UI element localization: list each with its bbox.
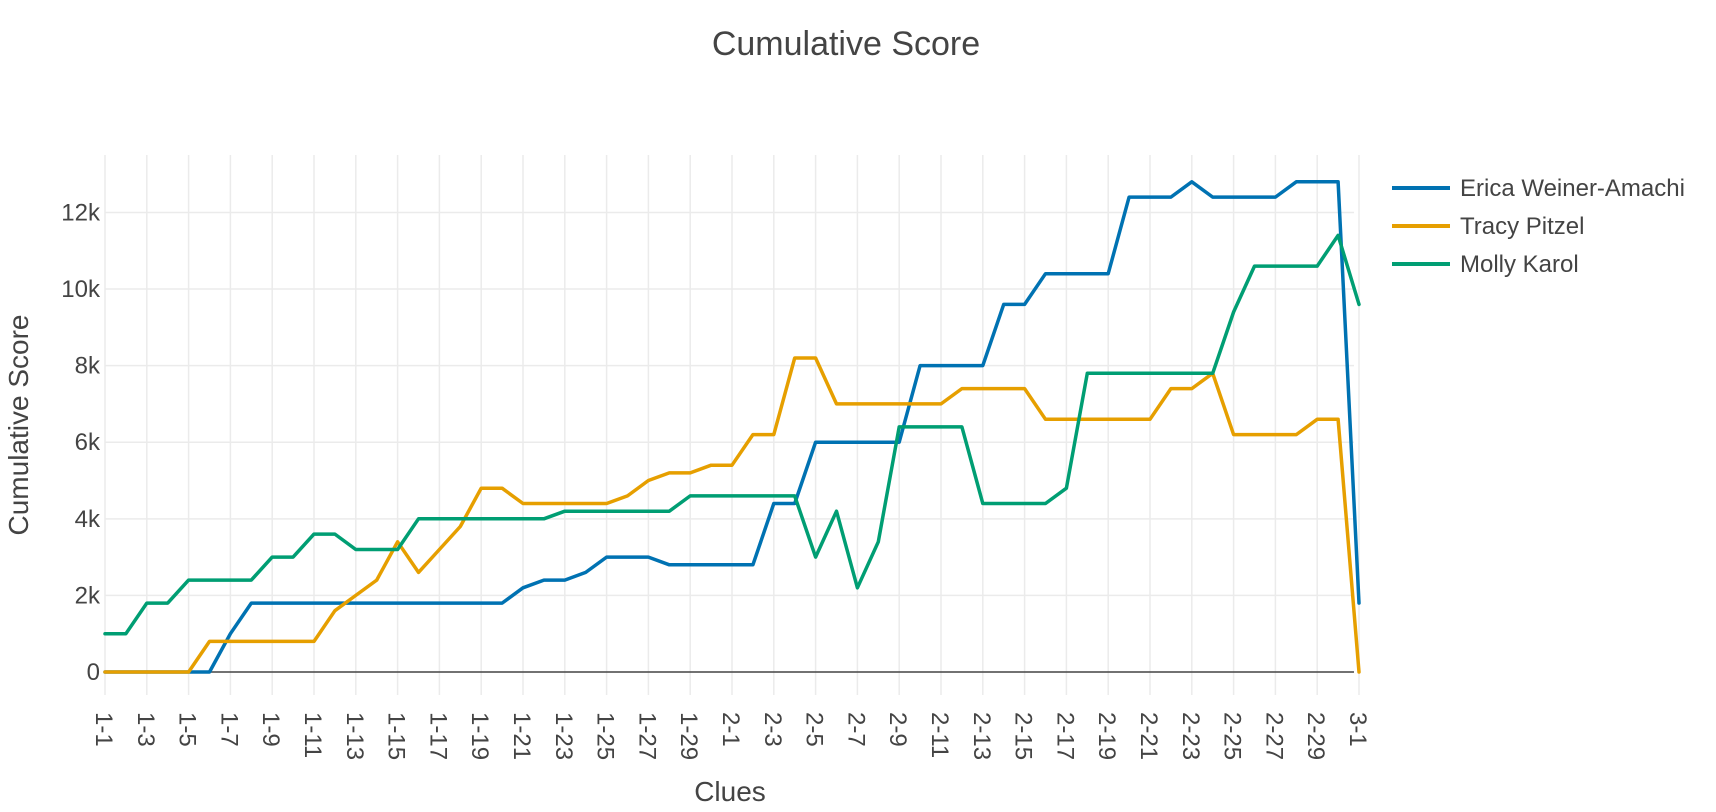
y-tick-label: 4k [75, 506, 101, 533]
x-tick-label: 2-29 [1302, 712, 1329, 760]
x-tick-label: 1-29 [675, 712, 702, 760]
grid [104, 155, 1360, 695]
x-tick-label: 2-9 [884, 712, 911, 747]
x-tick-label: 1-7 [215, 712, 242, 747]
legend-item-0[interactable]: Erica Weiner-Amachi [1392, 175, 1685, 202]
series-line-0 [103, 180, 1361, 674]
y-tick-label: 0 [87, 659, 100, 686]
x-tick-label: 2-21 [1135, 712, 1162, 760]
x-tick-label: 2-19 [1093, 712, 1120, 760]
series-line-1 [103, 356, 1361, 674]
legend-label: Erica Weiner-Amachi [1460, 175, 1685, 202]
legend-label: Tracy Pitzel [1460, 213, 1584, 240]
x-tick-label: 1-3 [132, 712, 159, 747]
x-tick-label: 2-27 [1260, 712, 1287, 760]
x-tick-label: 1-15 [383, 712, 410, 760]
x-tick-label: 1-11 [299, 712, 326, 758]
x-tick-label: 1-27 [633, 712, 660, 760]
x-tick-label: 2-5 [801, 712, 828, 747]
series-lines [103, 180, 1361, 674]
x-tick-label: 2-15 [1010, 712, 1037, 760]
x-tick-label: 1-9 [257, 712, 284, 747]
x-tick-label: 2-1 [717, 712, 744, 747]
x-tick-label: 3-1 [1344, 712, 1371, 747]
legend[interactable]: Erica Weiner-Amachi Tracy Pitzel Molly Kar… [1392, 175, 1685, 278]
legend-label: Molly Karol [1460, 251, 1579, 278]
x-tick-label: 1-23 [550, 712, 577, 760]
x-tick-label: 2-3 [759, 712, 786, 747]
x-tick-label: 1-21 [508, 712, 535, 760]
x-tick-label: 2-17 [1051, 712, 1078, 760]
legend-item-1[interactable]: Tracy Pitzel [1392, 213, 1584, 240]
x-axis-title: Clues [694, 776, 766, 807]
y-tick-label: 8k [75, 353, 101, 380]
x-tick-label: 2-13 [968, 712, 995, 760]
x-tick-label: 1-17 [424, 712, 451, 760]
x-tick-label: 1-19 [466, 712, 493, 760]
y-tick-label: 6k [75, 429, 101, 456]
x-tick-label: 1-5 [174, 712, 201, 747]
x-tick-label: 1-1 [90, 712, 117, 747]
y-axis-ticks: 0 2k 4k 6k 8k 10k 12k [61, 199, 101, 686]
legend-item-2[interactable]: Molly Karol [1392, 251, 1579, 278]
chart-title: Cumulative Score [712, 25, 980, 63]
series-line-2 [103, 233, 1361, 636]
x-tick-label: 1-13 [341, 712, 368, 760]
x-tick-label: 2-25 [1219, 712, 1246, 760]
y-tick-label: 10k [61, 276, 101, 303]
y-tick-label: 2k [75, 582, 101, 609]
x-tick-label: 2-7 [842, 712, 869, 747]
y-axis-title: Cumulative Score [3, 315, 34, 536]
x-tick-label: 2-11 [926, 712, 953, 758]
x-tick-label: 2-23 [1177, 712, 1204, 760]
y-tick-label: 12k [61, 199, 101, 226]
x-tick-label: 1-25 [592, 712, 619, 760]
x-axis-ticks: 1-1 1-3 1-5 1-7 1-9 1-11 1-13 1-15 1-17 1-19 1-21 1… [90, 712, 1371, 760]
